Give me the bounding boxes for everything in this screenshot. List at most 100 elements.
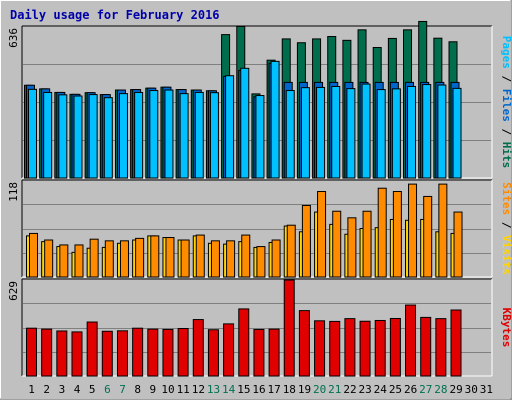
kbytes-bar xyxy=(147,328,159,377)
day-label: 17 xyxy=(268,383,281,396)
sites-bar xyxy=(119,240,129,278)
pages-bar xyxy=(73,95,83,179)
pages-bar xyxy=(225,75,235,179)
day-label: 25 xyxy=(389,383,402,396)
x-axis-day-labels: 1 2 3 4 5 6 7 8 9 10 11 12 13 14 15 16 17 18 19 20 21 22 23 24 2… xyxy=(28,383,493,396)
sites-bar xyxy=(44,239,54,278)
pages-bar xyxy=(103,97,113,179)
pages-bar xyxy=(331,85,341,179)
sites-bar xyxy=(317,191,327,278)
legend-hits: Hits xyxy=(500,142,512,169)
pages-bar xyxy=(437,84,447,179)
pages-bar xyxy=(240,67,250,179)
sites-bar xyxy=(104,240,114,278)
day-label: 20 xyxy=(313,383,326,396)
day-label: 1 xyxy=(28,383,35,396)
kbytes-bar xyxy=(101,330,113,377)
sites-bar xyxy=(332,210,342,278)
day-label: 29 xyxy=(449,383,462,396)
kbytes-bar xyxy=(56,330,68,377)
pages-bar xyxy=(285,90,295,179)
day-label: 22 xyxy=(343,383,356,396)
day-label: 8 xyxy=(134,383,141,396)
pages-bar xyxy=(194,91,204,179)
pages-bar xyxy=(255,95,265,179)
day-label: 28 xyxy=(434,383,447,396)
kbytes-bar xyxy=(192,319,204,377)
y-max-label-hits: 636 xyxy=(7,28,20,48)
sites-bar xyxy=(301,204,311,278)
sites-bar xyxy=(377,187,387,278)
y-max-label-visits: 118 xyxy=(7,182,20,202)
day-label: 31 xyxy=(480,383,493,396)
pages-bar xyxy=(88,94,98,179)
pages-bar xyxy=(391,88,401,179)
pages-bar xyxy=(209,92,219,179)
day-label: 4 xyxy=(74,383,81,396)
kbytes-bar xyxy=(283,279,295,377)
legend-sites: Sites xyxy=(500,182,512,215)
sites-bar xyxy=(210,240,220,278)
sites-bar xyxy=(165,237,175,278)
day-label: 5 xyxy=(89,383,96,396)
sites-bar xyxy=(195,234,205,278)
kbytes-bar xyxy=(359,320,371,377)
day-label: 16 xyxy=(252,383,265,396)
kbytes-bar xyxy=(298,310,310,377)
legend-sep: / xyxy=(500,69,512,89)
pages-bar xyxy=(346,88,356,179)
kbytes-bar xyxy=(86,321,98,377)
legend-hits-files-pages: Pages / Files / Hits xyxy=(500,36,512,169)
kbytes-bar xyxy=(405,304,417,377)
pages-bar xyxy=(407,85,417,179)
day-label: 12 xyxy=(192,383,205,396)
kbytes-bar xyxy=(253,328,265,377)
kbytes-bar xyxy=(223,323,235,377)
pages-bar xyxy=(179,93,189,179)
panel-2 xyxy=(21,179,493,278)
legend-kbytes: KBytes xyxy=(500,308,512,348)
kbytes-bar xyxy=(329,320,341,377)
sites-bar xyxy=(59,244,69,278)
kbytes-bar xyxy=(238,308,250,377)
legend-pages: Pages xyxy=(500,36,512,69)
chart-title: Daily usage for February 2016 xyxy=(10,8,220,22)
pages-bar xyxy=(270,60,280,179)
pages-bar xyxy=(134,91,144,179)
legend-sep: / xyxy=(500,215,512,235)
legend-visits: Visits xyxy=(500,235,512,275)
pages-bar xyxy=(58,94,68,179)
day-label: 14 xyxy=(222,383,236,396)
kbytes-bar xyxy=(71,331,83,377)
day-label: 3 xyxy=(59,383,66,396)
day-label: 19 xyxy=(298,383,311,396)
sites-bar xyxy=(347,217,357,278)
pages-bar xyxy=(149,90,159,179)
sites-bar xyxy=(453,211,463,278)
panel-1 xyxy=(21,20,493,179)
day-label: 27 xyxy=(419,383,432,396)
sites-bar xyxy=(150,235,160,278)
kbytes-bar xyxy=(389,317,401,377)
kbytes-bar xyxy=(450,309,462,377)
day-label: 18 xyxy=(283,383,296,396)
pages-bar xyxy=(43,91,53,179)
kbytes-bar xyxy=(374,319,386,377)
sites-bar xyxy=(392,191,402,278)
day-label: 10 xyxy=(161,383,174,396)
sites-bar xyxy=(362,210,372,278)
legend-visits-sites: Sites / Visits xyxy=(500,182,512,275)
sites-bar xyxy=(135,237,145,278)
sites-bar xyxy=(256,246,266,278)
sites-bar xyxy=(423,195,433,278)
day-label: 15 xyxy=(237,383,250,396)
day-label: 9 xyxy=(150,383,157,396)
sites-bar xyxy=(89,238,99,278)
legend-kbytes: KBytes xyxy=(500,308,512,348)
day-label: 24 xyxy=(374,383,388,396)
pages-bar xyxy=(316,86,326,179)
day-label: 6 xyxy=(104,383,111,396)
pages-bar xyxy=(164,89,174,179)
sites-bar xyxy=(226,240,236,278)
